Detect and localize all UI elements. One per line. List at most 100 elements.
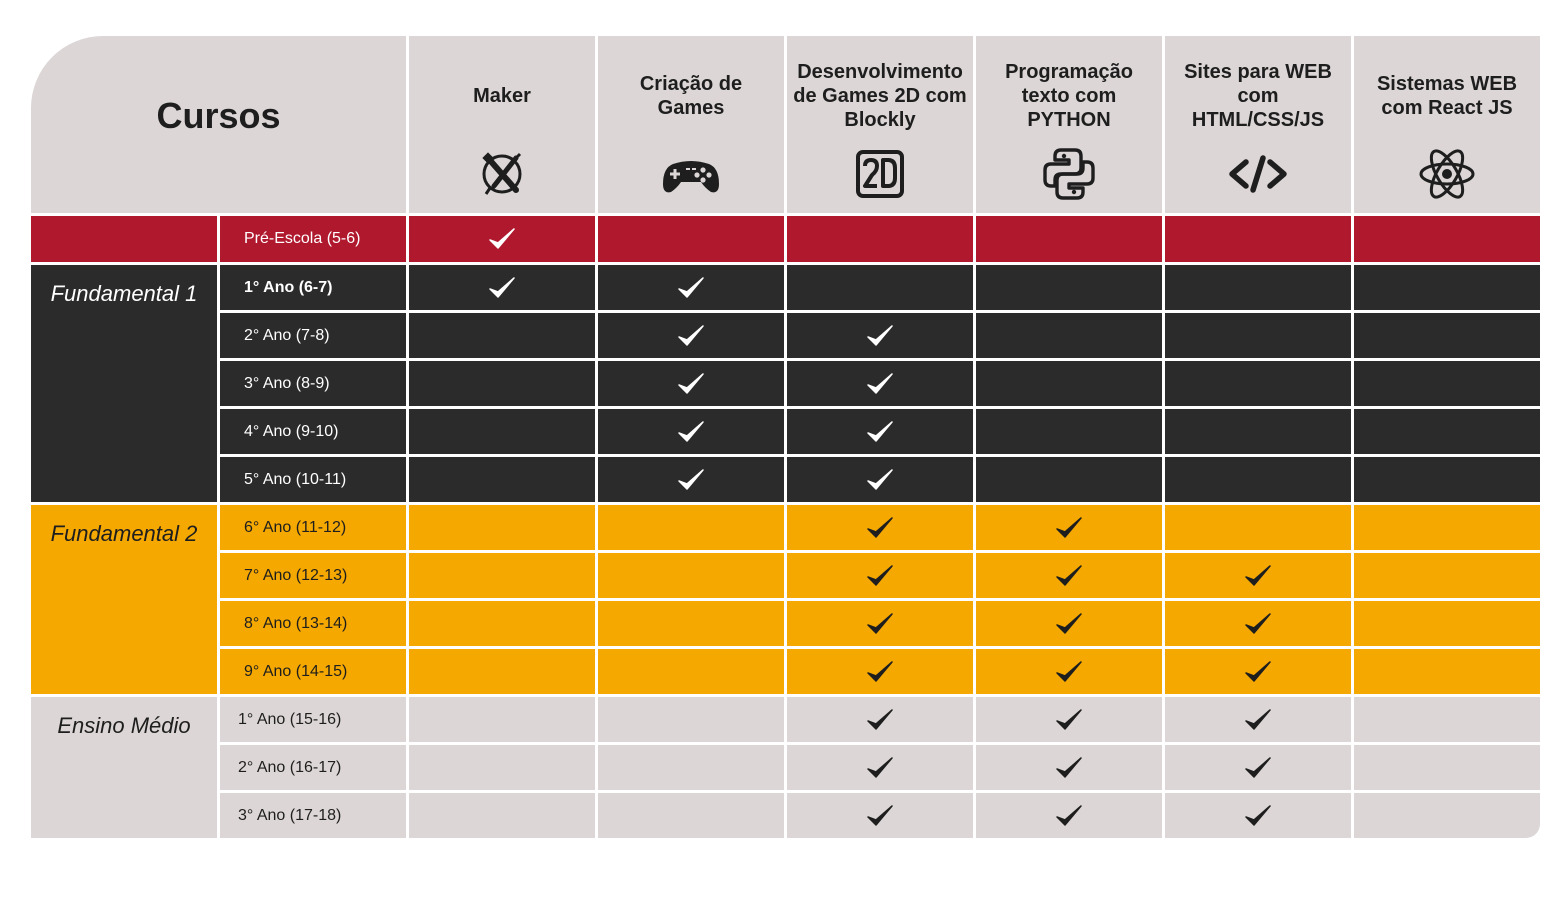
check-cell bbox=[1354, 697, 1540, 742]
check-cell bbox=[409, 265, 595, 310]
check-cell bbox=[1165, 745, 1351, 790]
grade-label: 3° Ano (8-9) bbox=[244, 374, 330, 392]
course-label: Maker bbox=[473, 85, 531, 107]
check-cell bbox=[787, 649, 973, 694]
check-cell bbox=[409, 601, 595, 646]
check-icon bbox=[865, 561, 895, 591]
check-cell bbox=[1354, 745, 1540, 790]
grade-label: 3° Ano (17-18) bbox=[238, 806, 342, 824]
check-icon bbox=[1243, 561, 1273, 591]
course-header: Desenvolvimento de Games 2D com Blockly bbox=[787, 36, 973, 213]
check-cell bbox=[976, 313, 1162, 358]
level-cell: Fundamental 1 bbox=[31, 265, 217, 502]
check-icon bbox=[865, 321, 895, 351]
check-icon bbox=[865, 369, 895, 399]
check-icon bbox=[1054, 753, 1084, 783]
check-icon bbox=[1243, 705, 1273, 735]
check-cell bbox=[1354, 361, 1540, 406]
check-cell bbox=[1354, 553, 1540, 598]
check-cell bbox=[1354, 601, 1540, 646]
course-header: Sites para WEB com HTML/CSS/JS bbox=[1165, 36, 1351, 213]
check-cell bbox=[976, 553, 1162, 598]
check-cell bbox=[1165, 649, 1351, 694]
maker-tools-icon bbox=[470, 142, 534, 206]
check-cell bbox=[409, 649, 595, 694]
check-cell bbox=[1165, 216, 1351, 262]
check-cell bbox=[598, 553, 784, 598]
check-cell bbox=[787, 409, 973, 454]
check-cell bbox=[409, 745, 595, 790]
level-cell bbox=[31, 216, 217, 262]
course-header: Programação texto com PYTHON bbox=[976, 36, 1162, 213]
check-cell bbox=[787, 457, 973, 502]
grade-cell: 6° Ano (11-12) bbox=[220, 505, 406, 550]
course-label: Criação de Games bbox=[639, 73, 743, 119]
check-cell bbox=[787, 265, 973, 310]
check-cell bbox=[1354, 313, 1540, 358]
check-icon bbox=[865, 513, 895, 543]
grade-label: 4° Ano (9-10) bbox=[244, 422, 339, 440]
grade-cell: 4° Ano (9-10) bbox=[220, 409, 406, 454]
check-cell bbox=[976, 649, 1162, 694]
grade-label: 7° Ano (12-13) bbox=[244, 566, 348, 584]
check-cell bbox=[598, 216, 784, 262]
check-cell bbox=[976, 793, 1162, 838]
check-cell bbox=[1165, 409, 1351, 454]
check-cell bbox=[409, 216, 595, 262]
check-cell bbox=[409, 505, 595, 550]
grade-label: 1° Ano (6-7) bbox=[244, 278, 333, 296]
grade-label: 9° Ano (14-15) bbox=[244, 662, 348, 680]
check-cell bbox=[1165, 361, 1351, 406]
check-cell bbox=[787, 361, 973, 406]
check-icon bbox=[676, 369, 706, 399]
check-icon bbox=[865, 609, 895, 639]
check-cell bbox=[976, 505, 1162, 550]
check-cell bbox=[1165, 265, 1351, 310]
check-cell bbox=[976, 265, 1162, 310]
check-cell bbox=[598, 505, 784, 550]
code-tag-icon bbox=[1226, 142, 1290, 206]
check-icon bbox=[1054, 609, 1084, 639]
check-cell bbox=[409, 313, 595, 358]
check-icon bbox=[487, 273, 517, 303]
level-name: Fundamental 1 bbox=[50, 281, 198, 306]
2d-icon bbox=[848, 142, 912, 206]
course-label: Programação texto com PYTHON bbox=[1005, 61, 1133, 131]
grade-cell: Pré-Escola (5-6) bbox=[220, 216, 406, 262]
check-cell bbox=[787, 313, 973, 358]
check-cell bbox=[1354, 649, 1540, 694]
check-cell bbox=[598, 793, 784, 838]
course-header: Sistemas WEB com React JS bbox=[1354, 36, 1540, 213]
check-cell bbox=[1354, 216, 1540, 262]
check-icon bbox=[1243, 753, 1273, 783]
level-cell: Fundamental 2 bbox=[31, 505, 217, 694]
check-cell bbox=[976, 697, 1162, 742]
check-icon bbox=[865, 801, 895, 831]
check-cell bbox=[1354, 793, 1540, 838]
title-cell: Cursos bbox=[31, 36, 406, 213]
check-icon bbox=[865, 753, 895, 783]
check-cell bbox=[976, 361, 1162, 406]
check-cell bbox=[409, 361, 595, 406]
check-cell bbox=[787, 601, 973, 646]
gamepad-icon bbox=[659, 142, 723, 206]
check-cell bbox=[598, 265, 784, 310]
python-icon bbox=[1037, 142, 1101, 206]
grade-label: 5° Ano (10-11) bbox=[244, 470, 347, 488]
check-icon bbox=[1054, 561, 1084, 591]
grade-label: 6° Ano (11-12) bbox=[244, 518, 347, 536]
grade-cell: 2° Ano (16-17) bbox=[220, 745, 406, 790]
check-cell bbox=[787, 793, 973, 838]
check-cell bbox=[1165, 505, 1351, 550]
grade-label: 8° Ano (13-14) bbox=[244, 614, 348, 632]
course-header: Criação de Games bbox=[598, 36, 784, 213]
check-icon bbox=[1054, 513, 1084, 543]
check-icon bbox=[1054, 705, 1084, 735]
check-cell bbox=[409, 793, 595, 838]
check-cell bbox=[1165, 697, 1351, 742]
check-cell bbox=[787, 505, 973, 550]
check-cell bbox=[598, 601, 784, 646]
check-cell bbox=[976, 601, 1162, 646]
check-cell bbox=[1354, 505, 1540, 550]
grade-cell: 3° Ano (17-18) bbox=[220, 793, 406, 838]
